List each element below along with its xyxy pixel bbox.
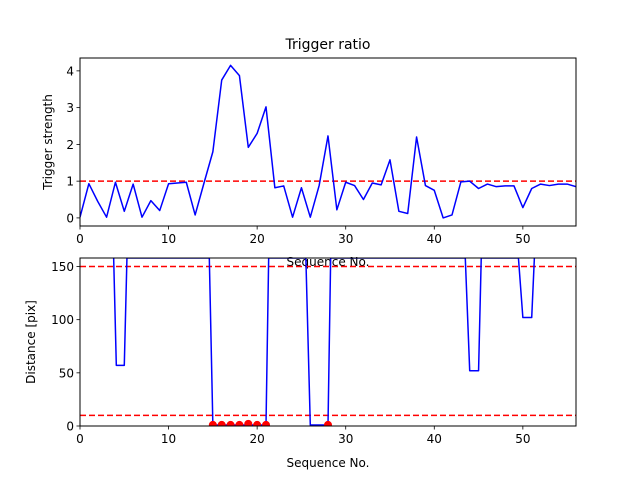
data-point: [253, 420, 262, 426]
y-tick-label: 2: [66, 138, 74, 152]
y-tick-label: 150: [51, 260, 74, 274]
data-point: [217, 420, 226, 426]
y-tick-label: 100: [51, 313, 74, 327]
x-tick-label: 30: [338, 432, 353, 446]
axis-ticks: 0 10 20 30 40 50 0 50 100 150: [51, 260, 530, 446]
y-axis-label: Trigger strength: [41, 94, 55, 191]
x-tick-label: 20: [250, 432, 265, 446]
y-tick-label: 4: [66, 64, 74, 78]
data-point: [244, 419, 253, 426]
x-tick-label: 0: [76, 232, 84, 246]
x-tick-label: 40: [427, 232, 442, 246]
y-axis-label: Distance [pix]: [24, 300, 38, 384]
data-point: [226, 420, 235, 426]
plot-frame: [79, 57, 577, 227]
data-point: [235, 420, 244, 426]
x-tick-label: 10: [161, 432, 176, 446]
data-point: [208, 420, 217, 426]
y-tick-label: 3: [66, 101, 74, 115]
x-axis-label: Sequence No.: [287, 456, 370, 470]
series-line: [112, 258, 536, 426]
plot-title: Trigger ratio: [284, 37, 370, 53]
series-line: [80, 64, 576, 219]
y-tick-label: 50: [59, 366, 74, 380]
y-tick-label: 1: [66, 175, 74, 189]
x-tick-label: 50: [515, 432, 530, 446]
x-tick-label: 30: [338, 232, 353, 246]
y-tick-label: 0: [66, 211, 74, 225]
x-tick-label: 10: [161, 232, 176, 246]
x-tick-label: 20: [250, 232, 265, 246]
x-tick-label: 50: [515, 232, 530, 246]
x-tick-label: 0: [76, 432, 84, 446]
x-tick-label: 40: [427, 432, 442, 446]
data-point: [262, 420, 270, 426]
distance-plot: 0 10 20 30 40 50 0 50 100 150 Sequence No. Distan…: [24, 257, 577, 470]
plot-frame: [79, 257, 577, 427]
data-point: [324, 420, 332, 426]
plot-area: [80, 258, 576, 426]
plot-area: [80, 64, 576, 219]
y-tick-label: 0: [66, 420, 74, 434]
axis-ticks: 0 10 20 30 40 50 0 1 2 3 4: [66, 64, 530, 246]
